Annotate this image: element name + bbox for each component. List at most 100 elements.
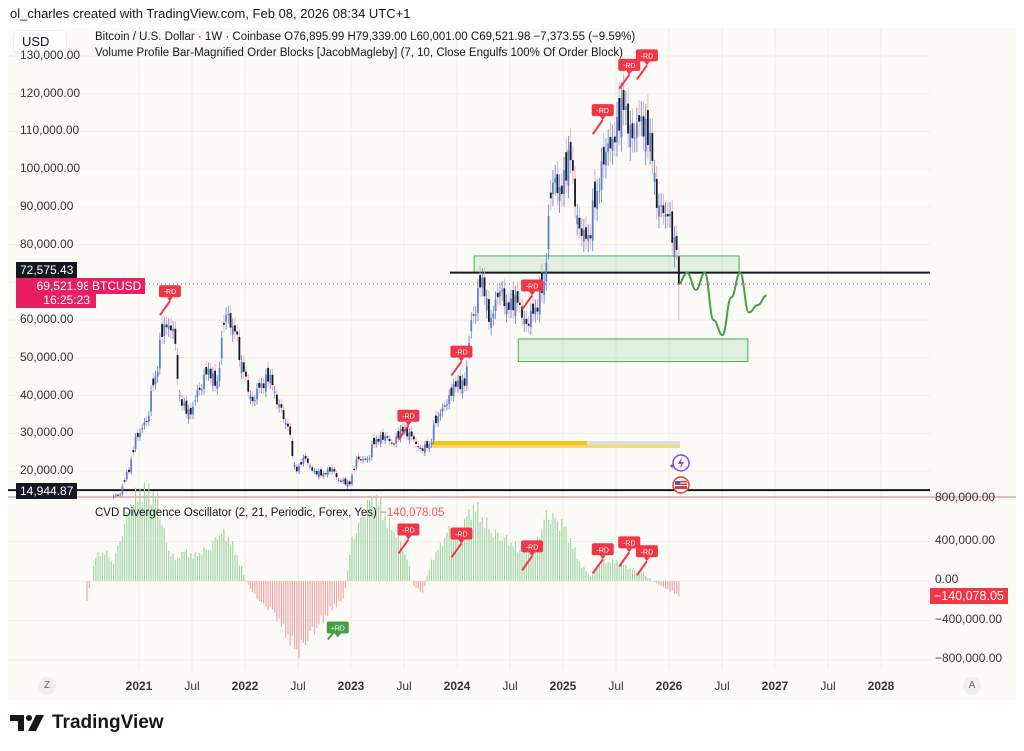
cvd-histogram-bar: [673, 581, 676, 594]
candle-body: [170, 325, 172, 331]
cvd-histogram-bar: [324, 581, 327, 616]
candle-body: [410, 431, 413, 437]
cvd-histogram-bar: [435, 552, 437, 581]
cvd-histogram-bar: [192, 558, 194, 581]
rd-divergence-label[interactable]: -RD: [450, 345, 473, 377]
candle-body: [342, 479, 345, 482]
symbol-legend[interactable]: Bitcoin / U.S. Dollar · 1W · Coinbase O7…: [95, 31, 636, 43]
cvd-rd-divergence-label[interactable]: -RD: [450, 527, 473, 559]
cvd-histogram-bar: [574, 547, 576, 581]
candle-body: [198, 387, 201, 390]
cvd-histogram-bar: [340, 581, 342, 602]
cvd-rd-divergence-label[interactable]: -RD: [591, 543, 614, 574]
cvd-histogram-bar: [640, 571, 642, 581]
rd-divergence-label[interactable]: -RD: [591, 104, 614, 135]
candle-body: [435, 415, 437, 424]
us-flag-event-icon[interactable]: [672, 476, 690, 494]
chart-canvas[interactable]: -RD -RD -RD -RD -RD -RD -RD -RD -RD -RD -RD -RD -RD +…: [8, 28, 1016, 700]
price-tick-label: 50,000.00: [20, 349, 74, 364]
candle-body: [181, 399, 183, 406]
cvd-histogram-bar: [150, 505, 152, 581]
hline-upper-label: 72,575.43: [16, 262, 78, 278]
cvd-histogram-bar: [159, 519, 161, 581]
cvd-histogram-bar: [104, 554, 106, 581]
zoom-button[interactable]: Z: [38, 677, 56, 695]
candle-body: [176, 355, 179, 379]
candle-body: [253, 400, 256, 402]
chart-panel[interactable]: -RD -RD -RD -RD -RD -RD -RD -RD -RD -RD -RD -RD -RD +…: [8, 28, 1016, 700]
cvd-histogram-bar: [358, 522, 360, 581]
candle-body: [231, 325, 234, 335]
cvd-rd-divergence-label[interactable]: -RD: [397, 523, 420, 555]
cvd-histogram-bar: [183, 551, 185, 581]
cvd-histogram-bar: [611, 558, 614, 581]
candle-body: [565, 152, 568, 181]
candle-body: [273, 391, 276, 393]
candle-body: [225, 315, 228, 322]
cvd-histogram-bar: [163, 527, 165, 581]
candle-body: [627, 103, 629, 134]
cvd-histogram-bar: [503, 537, 505, 581]
candle-body: [351, 475, 353, 485]
candle-body: [618, 98, 621, 131]
cvd-histogram-bar: [594, 568, 596, 581]
cvd-legend[interactable]: CVD Divergence Oscillator (2, 21, Period…: [95, 507, 444, 519]
tradingview-logo[interactable]: TradingView: [10, 712, 164, 734]
candle-body: [664, 213, 667, 217]
cvd-histogram-bar: [514, 541, 517, 581]
candle-body: [271, 374, 274, 386]
currency-button[interactable]: USD: [14, 31, 66, 53]
candle-body: [298, 466, 300, 472]
cvd-histogram-bar: [126, 512, 128, 581]
rd-label-text: -RD: [526, 544, 538, 551]
cvd-histogram-bar: [583, 567, 585, 581]
cvd-histogram-bar: [382, 520, 384, 581]
cvd-histogram-bar: [117, 545, 119, 581]
candle-body: [234, 325, 236, 332]
cvd-histogram-bar: [353, 538, 355, 581]
cvd-rd-divergence-label[interactable]: -RD: [618, 536, 641, 567]
candle-body: [156, 371, 159, 377]
rd-divergence-label[interactable]: -RD: [521, 279, 544, 311]
time-tick-label: 2025: [549, 679, 577, 693]
candle-body: [382, 432, 384, 440]
cvd-histogram-bar: [510, 542, 512, 581]
cvd-last-value-label: −140,078.05: [930, 588, 1008, 604]
cvd-histogram-bar: [592, 572, 594, 581]
cvd-rd-divergence-label[interactable]: -RD: [521, 540, 544, 571]
candle-body: [302, 457, 305, 464]
cvd-histogram-bar: [342, 581, 344, 599]
candle-body: [448, 394, 451, 405]
cvd-histogram-bar: [404, 554, 406, 581]
cvd-histogram-bar: [567, 542, 570, 581]
last-price: 69,521.98: [36, 279, 90, 293]
candle-body: [432, 424, 435, 441]
candle-body: [185, 400, 188, 414]
auto-scale-button[interactable]: A: [963, 677, 981, 695]
rd-divergence-label[interactable]: -RD: [397, 409, 420, 441]
rd-divergence-label[interactable]: -RD: [635, 49, 658, 80]
indicator-legend[interactable]: Volume Profile Bar-Magnified Order Block…: [95, 47, 623, 59]
cvd-histogram-bar: [355, 533, 358, 581]
candle-body: [267, 367, 269, 382]
candle-body: [200, 389, 203, 391]
candle-body: [463, 378, 466, 386]
cvd-histogram-bar: [457, 538, 459, 581]
cvd-rd-divergence-label[interactable]: +RD: [326, 621, 349, 641]
candle-body: [578, 217, 581, 229]
cvd-histogram-bar: [483, 528, 486, 581]
cvd-histogram-bar: [152, 491, 154, 581]
rd-divergence-label[interactable]: -RD: [618, 58, 641, 90]
candle-body: [207, 368, 210, 375]
candle-body: [596, 191, 599, 210]
cvd-histogram-bar: [143, 482, 146, 581]
cvd-histogram-bar: [386, 527, 388, 581]
cvd-histogram-bar: [618, 564, 620, 581]
candle-body: [446, 404, 448, 406]
cvd-rd-divergence-label[interactable]: -RD: [635, 545, 658, 576]
rd-divergence-label[interactable]: -RD: [158, 285, 181, 316]
cvd-histogram-bar: [658, 581, 660, 585]
cvd-histogram-bar: [95, 557, 97, 581]
lightning-event-icon[interactable]: [670, 454, 690, 472]
candle-body: [624, 106, 627, 110]
